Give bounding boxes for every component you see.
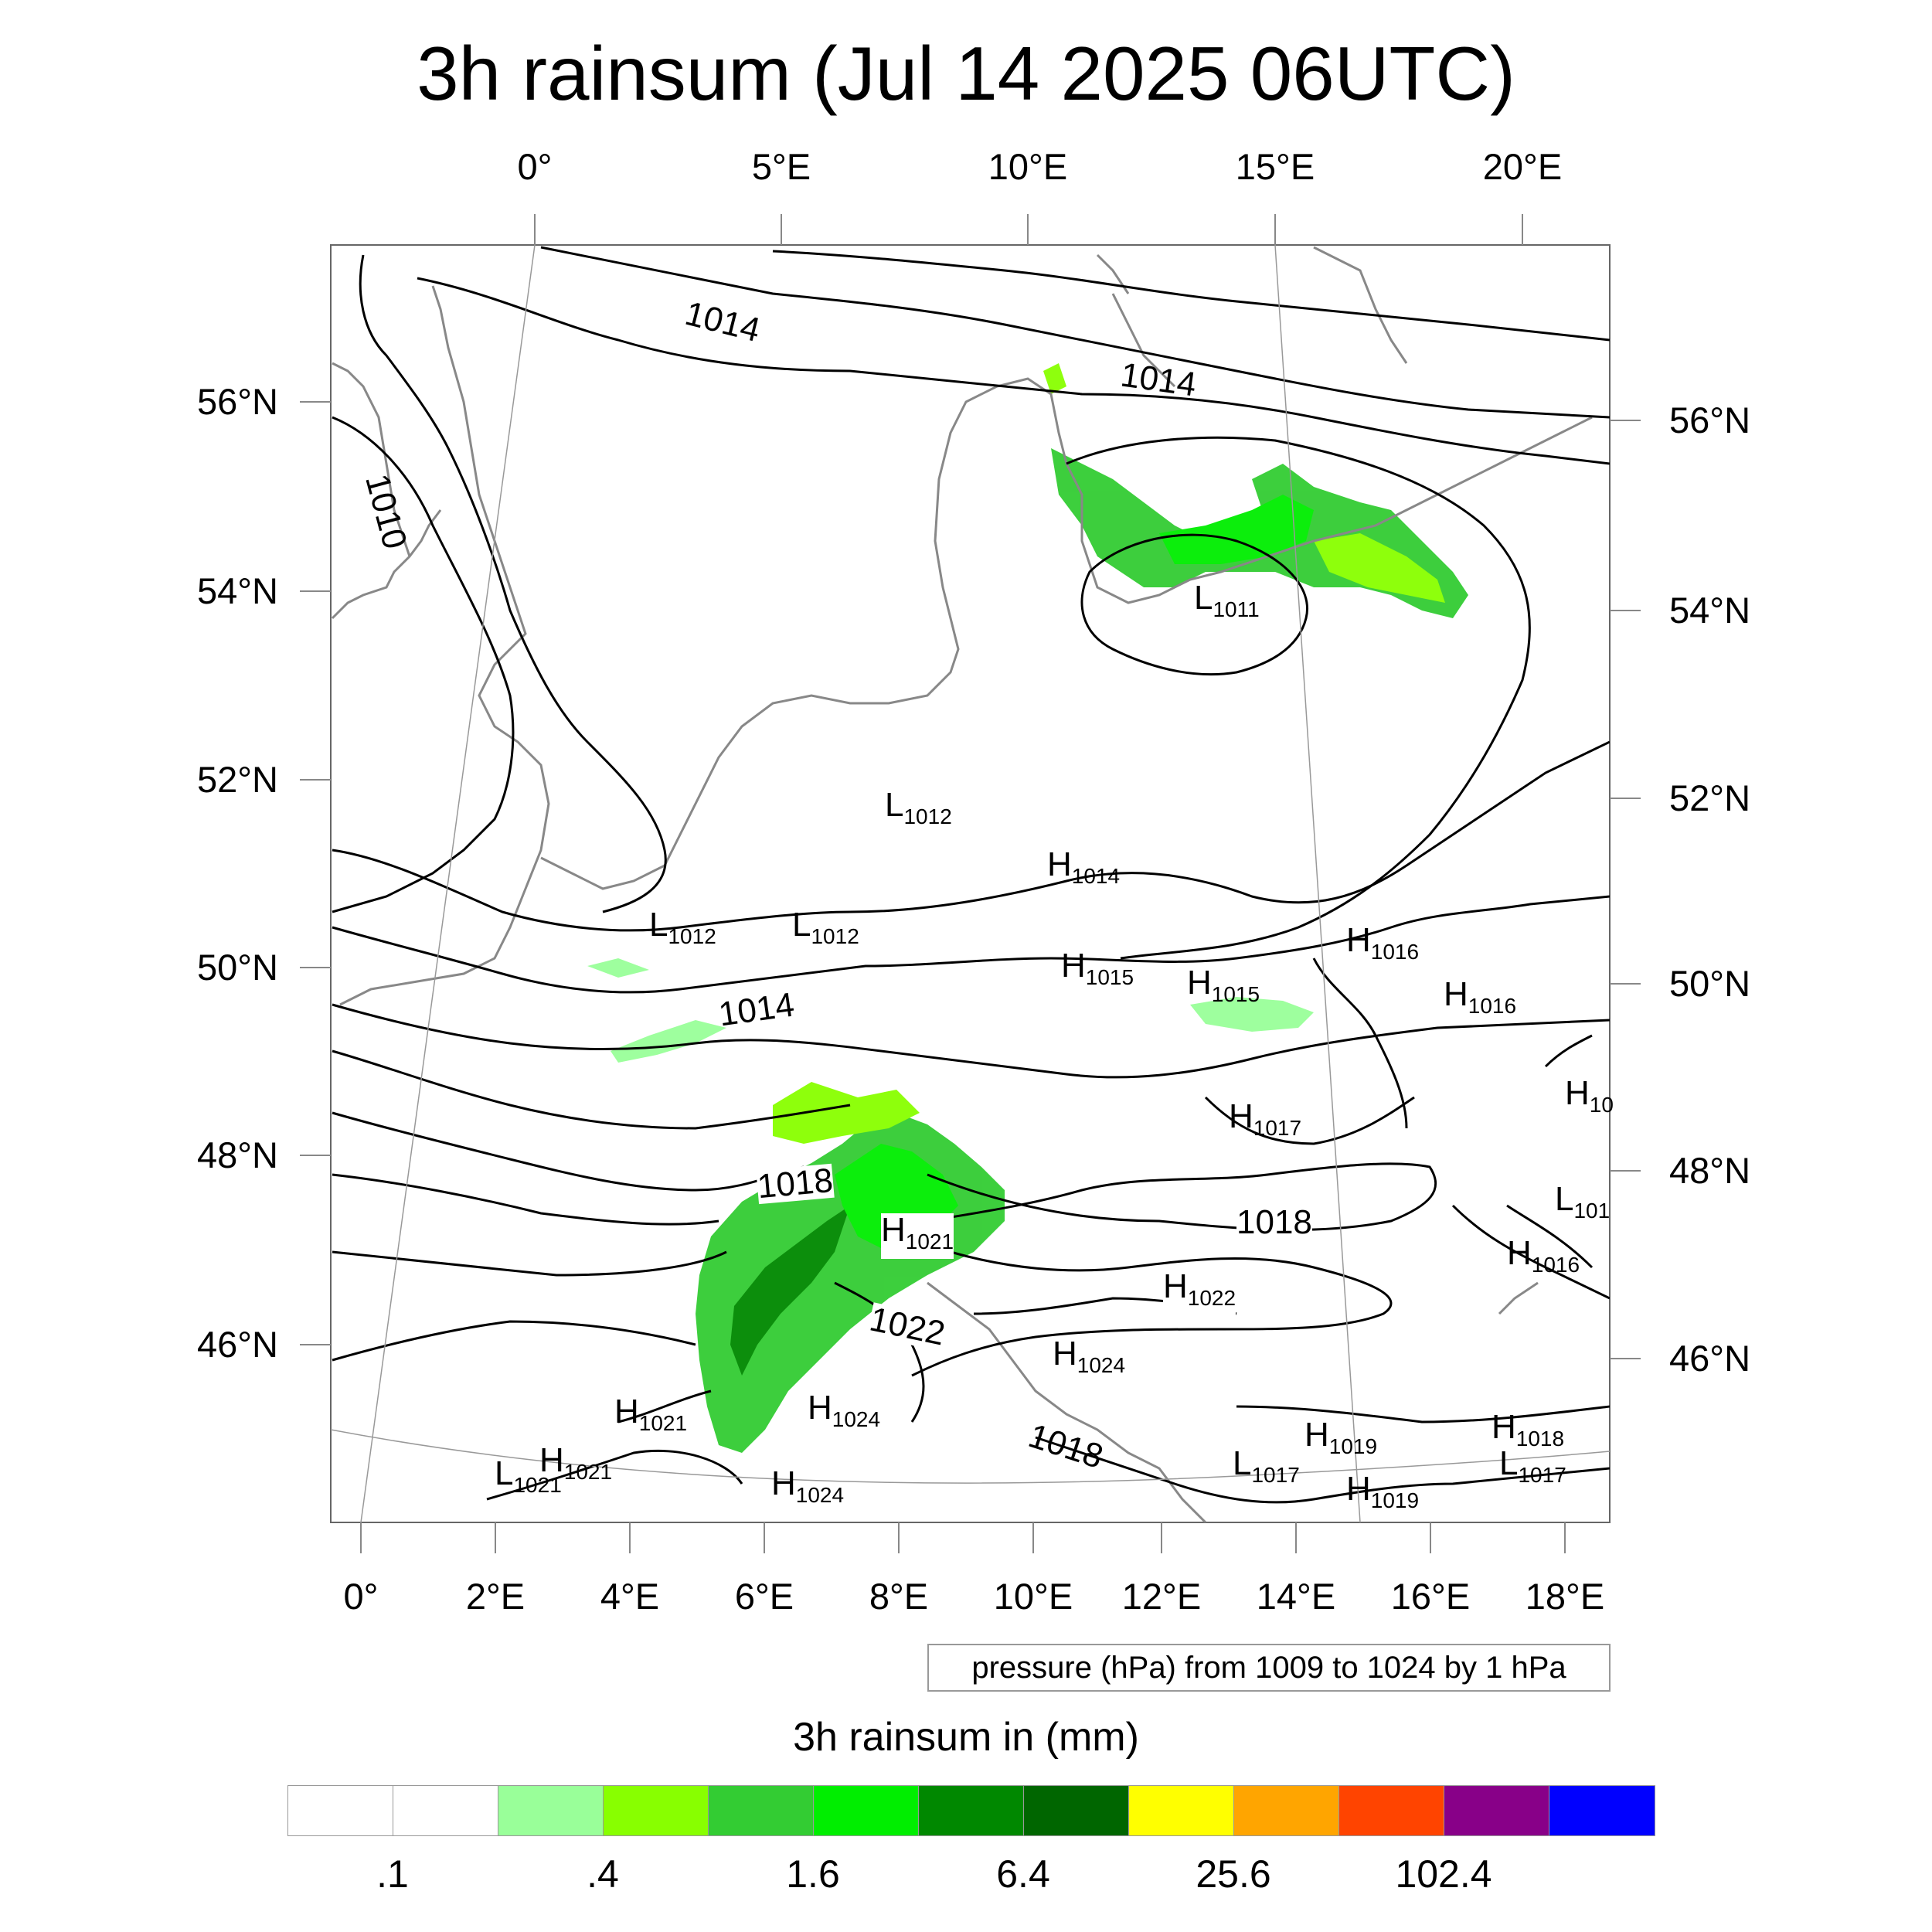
pressure-center-label: H1021	[614, 1393, 688, 1436]
right-axis-label: 46°N	[1669, 1338, 1751, 1379]
bottom-axis-label: 10°E	[993, 1576, 1073, 1617]
top-axis-label: 15°E	[1235, 146, 1315, 187]
pressure-center-label: L101	[1555, 1180, 1611, 1223]
rain-area-alps-north	[773, 1082, 920, 1144]
pressure-center-label: H1015	[1187, 964, 1260, 1007]
pressure-center-label: H1018	[1492, 1408, 1565, 1451]
top-axis-label: 10°E	[988, 146, 1068, 187]
right-axis-label: 48°N	[1669, 1150, 1751, 1191]
map-title: 3h rainsum (Jul 14 2025 06UTC)	[417, 31, 1515, 116]
pressure-center-label: H1022	[1163, 1270, 1236, 1315]
pressure-center-label: L1012	[885, 786, 952, 829]
pressure-center-label: L1021	[495, 1454, 562, 1498]
colorbar-swatch	[709, 1786, 814, 1835]
bottom-axis-label: 4°E	[600, 1576, 660, 1617]
colorbar-label: .4	[587, 1852, 619, 1896]
pressure-center-label: H1019	[1346, 1470, 1420, 1513]
colorbar-swatch	[1339, 1786, 1444, 1835]
left-axis-label: 54°N	[196, 570, 278, 611]
bottom-axis-label: 6°E	[734, 1576, 794, 1617]
axis-ticks	[300, 214, 1641, 1553]
left-axis-label: 56°N	[196, 381, 278, 422]
bottom-axis-label: 18°E	[1525, 1576, 1605, 1617]
left-axis-label: 46°N	[196, 1324, 278, 1365]
top-axis-label: 0°	[517, 146, 553, 187]
pressure-center-label: H1014	[1047, 845, 1121, 889]
bottom-axis-label: 12°E	[1121, 1576, 1202, 1617]
isobar-label: 1018	[756, 1161, 835, 1206]
colorbar-swatch	[1549, 1786, 1655, 1835]
pressure-center-label: H1019	[1304, 1416, 1378, 1459]
rain-area-france2	[587, 958, 649, 978]
colorbar-swatch	[498, 1786, 604, 1835]
colorbar-label: 6.4	[996, 1852, 1050, 1896]
colorbar-swatch	[1444, 1786, 1549, 1835]
right-axis-label: 56°N	[1669, 400, 1751, 440]
contour-info-box: pressure (hPa) from 1009 to 1024 by 1 hP…	[927, 1644, 1611, 1692]
pressure-center-label: H1021	[539, 1441, 613, 1485]
pressure-center-label: H1016	[1444, 975, 1517, 1019]
rain-area-alps-dark	[730, 1206, 850, 1376]
colorbar-label: 25.6	[1196, 1852, 1271, 1896]
colorbar-swatch	[1234, 1786, 1339, 1835]
pressure-center-label: H1017	[1229, 1097, 1302, 1141]
pressure-center-label: L1011	[1194, 579, 1260, 622]
pressure-center-label: L1012	[649, 906, 716, 949]
pressure-center-label: H1016	[1346, 921, 1420, 964]
colorbar-swatch	[814, 1786, 919, 1835]
pressure-center-label: L1017	[1233, 1444, 1300, 1488]
pressure-center-label: H1024	[771, 1464, 845, 1508]
map-frame	[330, 244, 1611, 1523]
bottom-axis-label: 14°E	[1256, 1576, 1336, 1617]
pressure-center-label: H1021	[881, 1213, 954, 1259]
rain-area-baltic-light	[1314, 533, 1445, 603]
colorbar-swatch	[288, 1786, 393, 1835]
graticule	[331, 245, 1610, 1522]
colorbar-swatch	[1129, 1786, 1234, 1835]
rain-area-baltic-bright	[1159, 495, 1314, 564]
pressure-center-label: H1024	[808, 1391, 881, 1437]
right-axis-label: 54°N	[1669, 590, 1751, 631]
colorbar-swatch	[1024, 1786, 1129, 1835]
top-axis-label: 5°E	[751, 146, 811, 187]
colorbar-label: 102.4	[1395, 1852, 1492, 1896]
colorbar-swatch	[393, 1786, 498, 1835]
colorbar-label: .1	[376, 1852, 409, 1896]
left-axis-label: 50°N	[196, 947, 278, 988]
bottom-axis-label: 2°E	[465, 1576, 526, 1617]
colorbar-swatch	[604, 1786, 709, 1835]
pressure-center-label: L1012	[792, 906, 859, 949]
rain-area-dk	[1043, 363, 1066, 394]
top-axis-label: 20°E	[1482, 146, 1563, 187]
left-axis-label: 48°N	[196, 1134, 278, 1175]
rain-area-france	[611, 1020, 726, 1063]
pressure-center-label: H1024	[1053, 1337, 1126, 1383]
bottom-axis-label: 8°E	[869, 1576, 929, 1617]
colorbar-swatch	[919, 1786, 1024, 1835]
pressure-center-label: H1015	[1061, 947, 1134, 990]
isobar-label: 1018	[1236, 1203, 1312, 1241]
left-axis-label: 52°N	[196, 759, 278, 800]
pressure-center-label: H10	[1565, 1074, 1614, 1117]
right-axis-label: 50°N	[1669, 963, 1751, 1004]
colorbar-label: 1.6	[786, 1852, 840, 1896]
pressure-center-label: H1016	[1507, 1234, 1580, 1277]
right-axis-label: 52°N	[1669, 777, 1751, 818]
pressure-center-label: L1017	[1499, 1444, 1566, 1488]
rain-area-czech	[1190, 997, 1314, 1032]
bottom-axis-label: 16°E	[1390, 1576, 1471, 1617]
legend-title: 3h rainsum in (mm)	[793, 1715, 1139, 1760]
bottom-axis-label: 0°	[343, 1576, 379, 1617]
colorbar	[287, 1785, 1655, 1836]
